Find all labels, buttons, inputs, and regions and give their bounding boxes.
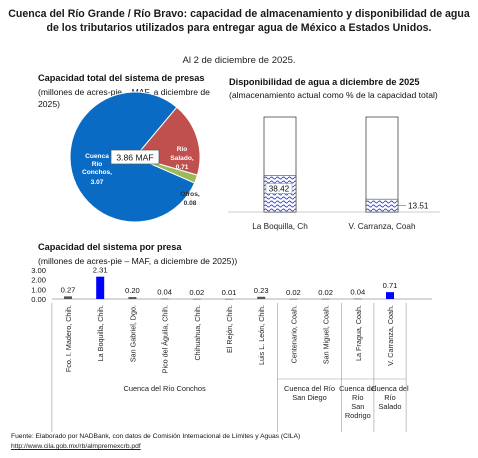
dam-category-label: Fco. I. Madero, Chih. <box>64 305 73 372</box>
pie-subtitle: (millones de acres-pie – MAF, a diciembr… <box>38 87 210 109</box>
pie-label-otros: Otros, <box>180 191 200 198</box>
dam-bar <box>128 297 137 299</box>
availability-value-box <box>265 183 293 194</box>
dam-value-label: 0.27 <box>61 285 76 294</box>
pie-label-conchos-3: Conchos, <box>82 169 112 176</box>
dam-category-label: La Fragua, Coah. <box>354 305 363 361</box>
dam-bar-chart: 0.001.002.003.00 0.27 Fco. I. Madero, Chi… <box>31 266 432 432</box>
dam-bar <box>64 296 72 299</box>
group-label: Salado <box>378 402 401 411</box>
dam-category-label: Luis L. León, Chih. <box>257 305 266 365</box>
title-line-2: de los tributarios utilizados para entre… <box>46 22 432 34</box>
availability-category-label: La Boquilla, Ch <box>252 222 308 231</box>
dam-value-label: 2.31 <box>93 266 108 275</box>
pie-center-box <box>110 149 160 165</box>
dam-bar <box>96 276 105 299</box>
dam-bar <box>353 298 362 300</box>
availability-value-label: 13.51 <box>408 202 429 211</box>
title-line-1: Cuenca del Río Grande / Río Bravo: capac… <box>8 8 470 20</box>
group-label: San Diego <box>292 393 327 402</box>
availability-fill-bar <box>365 198 399 213</box>
group-label: Cuenca del <box>371 384 409 393</box>
dam-bar <box>160 298 169 300</box>
bar-chart-title: Capacidad del sistema por presa <box>38 242 182 252</box>
pie-chart: 3.86 MAF Cuenca Río Conchos, 3.07 Río Sa… <box>69 91 201 223</box>
y-tick-label: 1.00 <box>31 285 46 294</box>
group-label: San <box>351 402 364 411</box>
dam-bar <box>321 298 330 300</box>
availability-chart: 38.42 La Boquilla, Ch 13.51 V. Carranza, Co… <box>228 116 440 231</box>
group-label: Cuenca del Río Conchos <box>124 384 206 393</box>
pie-center-label: 3.86 MAF <box>116 153 153 163</box>
pie-value-salado: 0.71 <box>176 164 189 171</box>
dam-category-label: San Gabriel, Dgo. <box>128 305 137 362</box>
y-tick-label: 2.00 <box>31 276 46 285</box>
availability-capacity-outline <box>365 116 399 213</box>
dam-category-label: Chihuahua, Chih. <box>193 305 202 361</box>
pie-label-conchos-2: Río <box>92 161 103 168</box>
dam-bar <box>289 298 298 300</box>
y-tick-label: 0.00 <box>31 295 46 304</box>
dam-bar <box>257 296 266 299</box>
dam-value-label: 0.04 <box>157 288 172 297</box>
availability-subtitle: (almacenamiento actual como % de la capa… <box>229 90 438 100</box>
dam-bar <box>225 298 233 300</box>
availability-title: Disponibilidad de agua a diciembre de 20… <box>229 77 420 87</box>
dam-value-label: 0.23 <box>254 286 269 295</box>
dam-category-label: V. Carranza, Coah. <box>386 305 395 366</box>
group-label: Cuenca del <box>339 384 377 393</box>
chart-title: Cuenca del Río Grande / Río Bravo: capac… <box>0 7 478 35</box>
dam-category-label: El Rejón, Chih. <box>225 305 234 353</box>
date-note: Al 2 de diciembre de 2025. <box>182 55 296 66</box>
source-link[interactable]: http://www.cila.gob.mx/rb/almpremexcrb.p… <box>11 443 141 450</box>
pie-label-salado-2: Salado, <box>170 155 194 162</box>
dam-value-label: 0.02 <box>286 288 301 297</box>
pie-value-otros: 0.08 <box>184 200 197 207</box>
group-label: Río <box>384 393 396 402</box>
dam-value-label: 0.04 <box>350 288 365 297</box>
dam-category-label: Pico del Águila, Chih. <box>161 305 170 373</box>
dam-bar <box>386 292 394 299</box>
source-note: Fuente: Elaborado por NADBank, con datos… <box>11 433 301 440</box>
group-label: Cuenca del Río <box>284 384 335 393</box>
dam-value-label: 0.02 <box>189 288 204 297</box>
dam-category-label: Centenario, Coah. <box>289 305 298 363</box>
dam-value-label: 0.02 <box>318 288 333 297</box>
dam-value-label: 0.01 <box>222 288 237 297</box>
bar-chart-subtitle: (millones de acres-pie – MAF, a diciembr… <box>38 256 238 266</box>
footer: Fuente: Elaborado por NADBank, con datos… <box>11 432 300 452</box>
availability-value-label: 38.42 <box>269 185 290 194</box>
dam-value-label: 0.20 <box>125 286 140 295</box>
dam-bar <box>192 298 201 300</box>
group-label: Rodrigo <box>345 411 371 420</box>
availability-category-label: V. Carranza, Coah <box>348 222 416 231</box>
pie-label-salado-1: Río <box>177 146 188 153</box>
pie-label-conchos-1: Cuenca <box>85 153 109 160</box>
pie-value-conchos: 3.07 <box>91 179 104 186</box>
dam-category-label: La Boquilla, Chih. <box>96 305 105 361</box>
dam-value-label: 0.71 <box>383 281 398 290</box>
group-label: Río <box>352 393 364 402</box>
pie-title: Capacidad total del sistema de presas <box>38 73 205 83</box>
y-tick-label: 3.00 <box>31 266 46 275</box>
dam-category-label: San Miguel, Coah. <box>322 305 331 364</box>
